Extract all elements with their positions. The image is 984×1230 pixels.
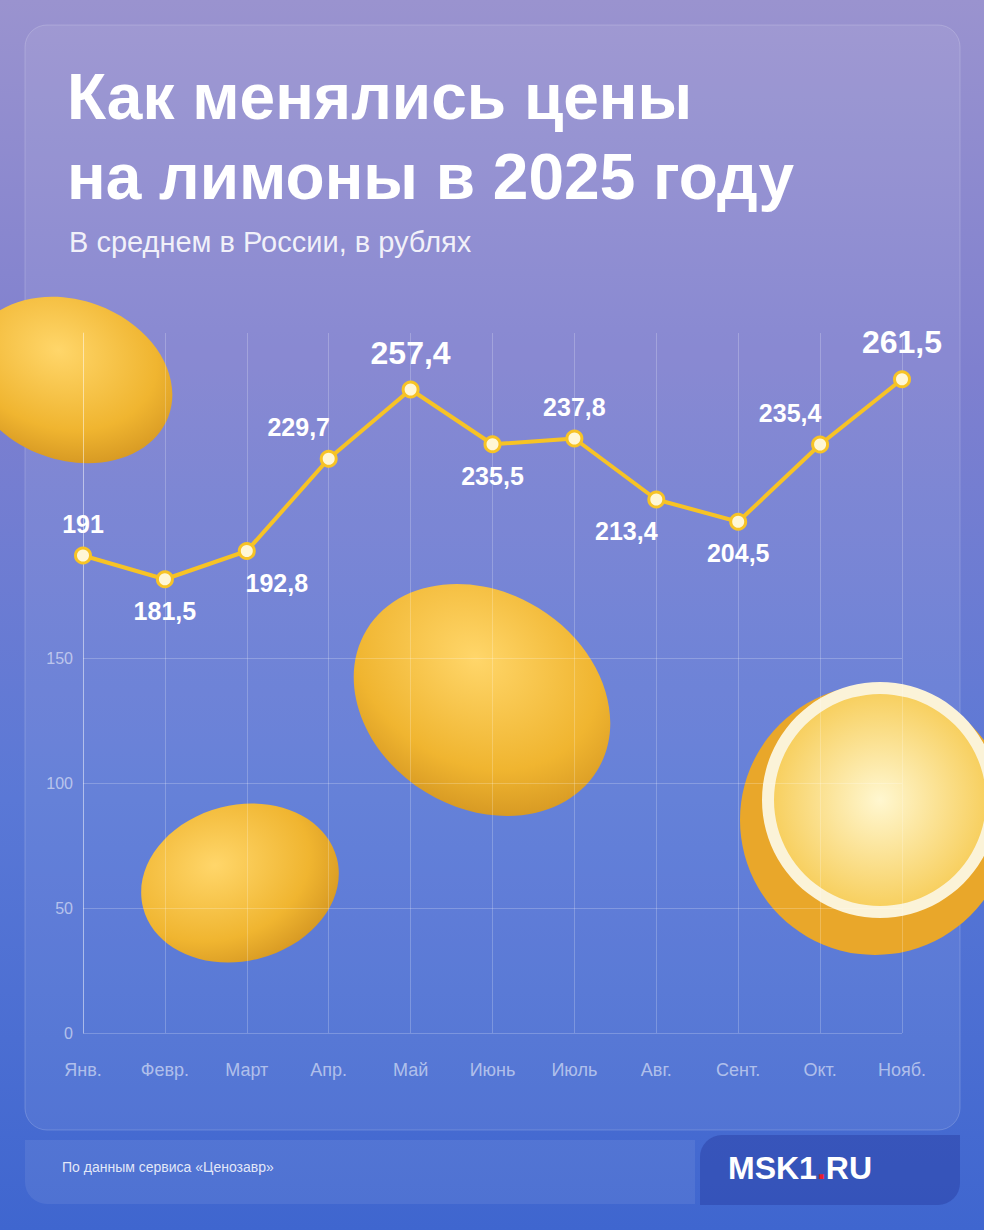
svg-text:191: 191 [62, 510, 104, 538]
svg-text:Янв.: Янв. [64, 1060, 102, 1080]
svg-text:235,4: 235,4 [759, 399, 822, 427]
svg-text:150: 150 [46, 650, 73, 667]
svg-text:Сент.: Сент. [716, 1060, 760, 1080]
svg-text:Нояб.: Нояб. [878, 1060, 926, 1080]
svg-text:на лимоны в 2025 году: на лимоны в 2025 году [67, 141, 794, 213]
svg-text:0: 0 [64, 1025, 73, 1042]
svg-text:Март: Март [225, 1060, 268, 1080]
svg-text:261,5: 261,5 [862, 324, 942, 360]
svg-text:Авг.: Авг. [641, 1060, 672, 1080]
svg-text:192,8: 192,8 [246, 569, 309, 597]
svg-text:.: . [817, 1150, 826, 1186]
svg-text:181,5: 181,5 [134, 597, 197, 625]
svg-text:По данным сервиса «Ценозавр»: По данным сервиса «Ценозавр» [62, 1159, 274, 1175]
svg-text:MSK1: MSK1 [728, 1150, 817, 1186]
svg-text:237,8: 237,8 [543, 393, 606, 421]
svg-text:Окт.: Окт. [803, 1060, 836, 1080]
svg-text:В среднем в России, в рублях: В среднем в России, в рублях [69, 226, 472, 258]
svg-text:RU: RU [826, 1150, 872, 1186]
svg-text:Май: Май [393, 1060, 428, 1080]
svg-text:100: 100 [46, 775, 73, 792]
svg-text:Июль: Июль [551, 1060, 597, 1080]
svg-text:257,4: 257,4 [371, 335, 451, 371]
svg-text:Как менялись цены: Как менялись цены [67, 61, 692, 133]
svg-text:Февр.: Февр. [141, 1060, 189, 1080]
svg-text:Апр.: Апр. [310, 1060, 347, 1080]
svg-text:50: 50 [55, 900, 73, 917]
svg-text:Июнь: Июнь [470, 1060, 516, 1080]
svg-text:235,5: 235,5 [461, 462, 524, 490]
svg-text:213,4: 213,4 [595, 517, 658, 545]
svg-text:204,5: 204,5 [707, 539, 770, 567]
svg-text:229,7: 229,7 [267, 413, 330, 441]
